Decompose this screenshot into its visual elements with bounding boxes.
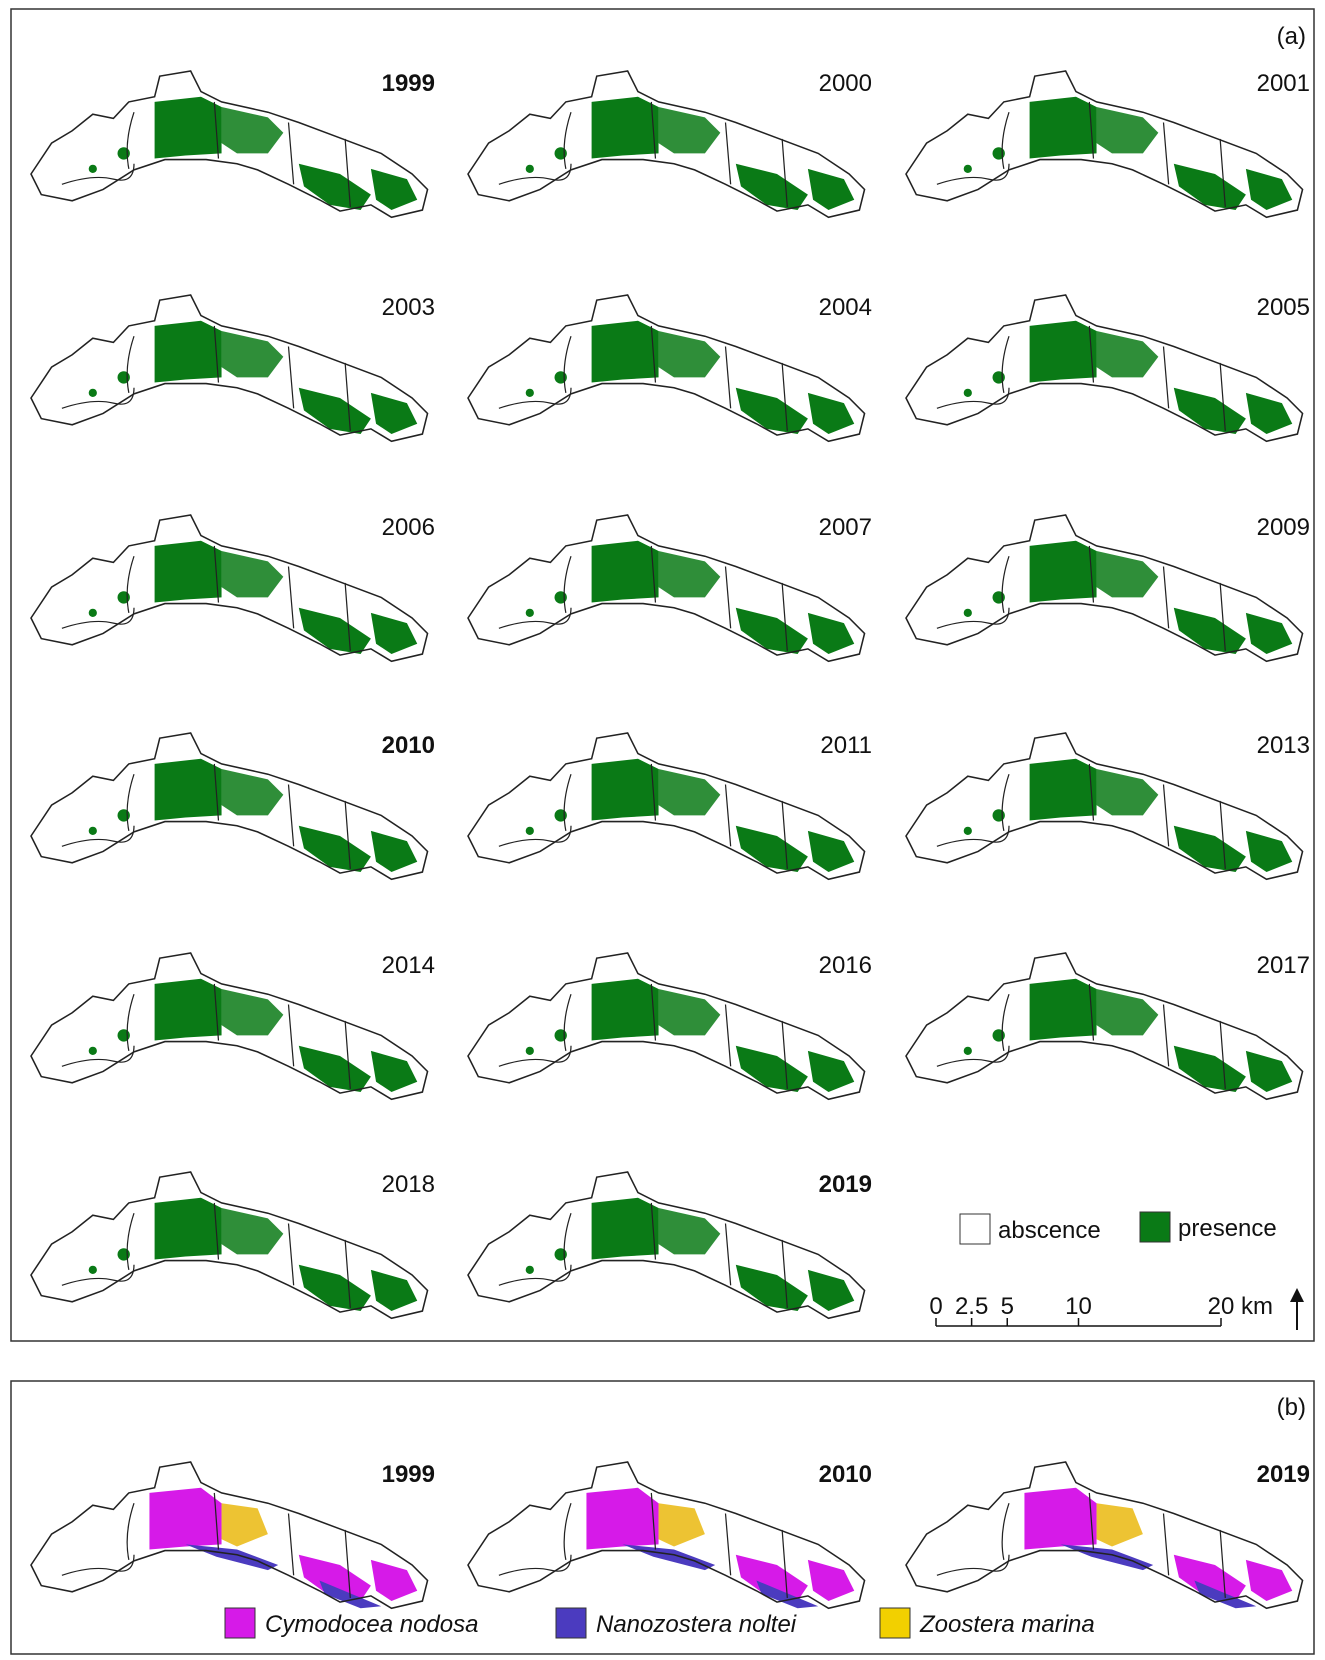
vegetation: [526, 1198, 855, 1311]
map: [906, 1462, 1303, 1608]
year-label: 1999: [382, 1461, 435, 1488]
map: [468, 515, 865, 661]
year-label: 2006: [382, 514, 435, 541]
vegetation: [89, 979, 418, 1092]
year-label: 2011: [820, 732, 872, 759]
vegetation: [526, 541, 855, 654]
vegetation: [964, 541, 1293, 654]
vegetation: [964, 321, 1293, 434]
map: [906, 71, 1303, 217]
vegetation: [89, 759, 418, 872]
vegetation: [964, 759, 1293, 872]
year-label: 2018: [382, 1171, 435, 1198]
map: [31, 71, 428, 217]
year-label: 2014: [382, 952, 435, 979]
map: [468, 733, 865, 879]
legend-label: Zoostera marina: [919, 1611, 1095, 1638]
map: [906, 515, 1303, 661]
legend-label: presence: [1178, 1215, 1277, 1242]
map: [31, 515, 428, 661]
vegetation: [526, 759, 855, 872]
north-arrow: [1290, 1288, 1304, 1330]
vegetation: [526, 321, 855, 434]
map: [906, 733, 1303, 879]
vegetation: [89, 541, 418, 654]
map: [906, 295, 1303, 441]
legend-swatch: [556, 1608, 586, 1638]
legend-swatch: [225, 1608, 255, 1638]
map: [31, 295, 428, 441]
year-label: 2001: [1257, 70, 1310, 97]
vegetation: [89, 97, 418, 210]
vegetation: [526, 979, 855, 1092]
vegetation: [964, 979, 1293, 1092]
legend-label: abscence: [998, 1217, 1101, 1244]
year-label: 2010: [382, 732, 435, 759]
legend-label: Cymodocea nodosa: [265, 1611, 478, 1638]
map: [468, 1172, 865, 1318]
legend-swatch: [960, 1214, 990, 1244]
year-label: 2007: [819, 514, 872, 541]
map: [468, 953, 865, 1099]
vegetation: [149, 1488, 417, 1609]
map: [31, 733, 428, 879]
map: [31, 1462, 428, 1608]
year-label: 1999: [382, 70, 435, 97]
scale-label: 20: [1208, 1293, 1235, 1320]
map: [468, 1462, 865, 1608]
scale-label: 2.5: [955, 1293, 988, 1320]
year-label: 2019: [1257, 1461, 1310, 1488]
panel-a-frame: [11, 9, 1314, 1341]
scale-label: 0: [929, 1293, 942, 1320]
map: [31, 1172, 428, 1318]
legend-label: Nanozostera noltei: [596, 1611, 797, 1638]
vegetation: [89, 321, 418, 434]
year-label: 2019: [819, 1171, 872, 1198]
panel-label: (b): [1277, 1394, 1306, 1421]
scale-label: 10: [1065, 1293, 1092, 1320]
year-label: 2004: [819, 294, 872, 321]
vegetation: [586, 1488, 854, 1609]
year-label: 2013: [1257, 732, 1310, 759]
year-label: 2017: [1257, 952, 1310, 979]
year-label: 2000: [819, 70, 872, 97]
vegetation: [526, 97, 855, 210]
year-label: 2003: [382, 294, 435, 321]
year-label: 2009: [1257, 514, 1310, 541]
map: [906, 953, 1303, 1099]
vegetation: [89, 1198, 418, 1311]
year-label: 2010: [819, 1461, 872, 1488]
map: [468, 295, 865, 441]
legend-swatch: [880, 1608, 910, 1638]
map: [31, 953, 428, 1099]
scale-unit: km: [1241, 1293, 1273, 1320]
year-label: 2005: [1257, 294, 1310, 321]
figure: (a) abscence presence km (b) Cymodocea n…: [0, 0, 1325, 1660]
legend-swatch: [1140, 1212, 1170, 1242]
scale-label: 5: [1001, 1293, 1014, 1320]
vegetation: [964, 97, 1293, 210]
vegetation: [1024, 1488, 1292, 1609]
panel-label: (a): [1277, 23, 1306, 50]
map: [468, 71, 865, 217]
year-label: 2016: [819, 952, 872, 979]
